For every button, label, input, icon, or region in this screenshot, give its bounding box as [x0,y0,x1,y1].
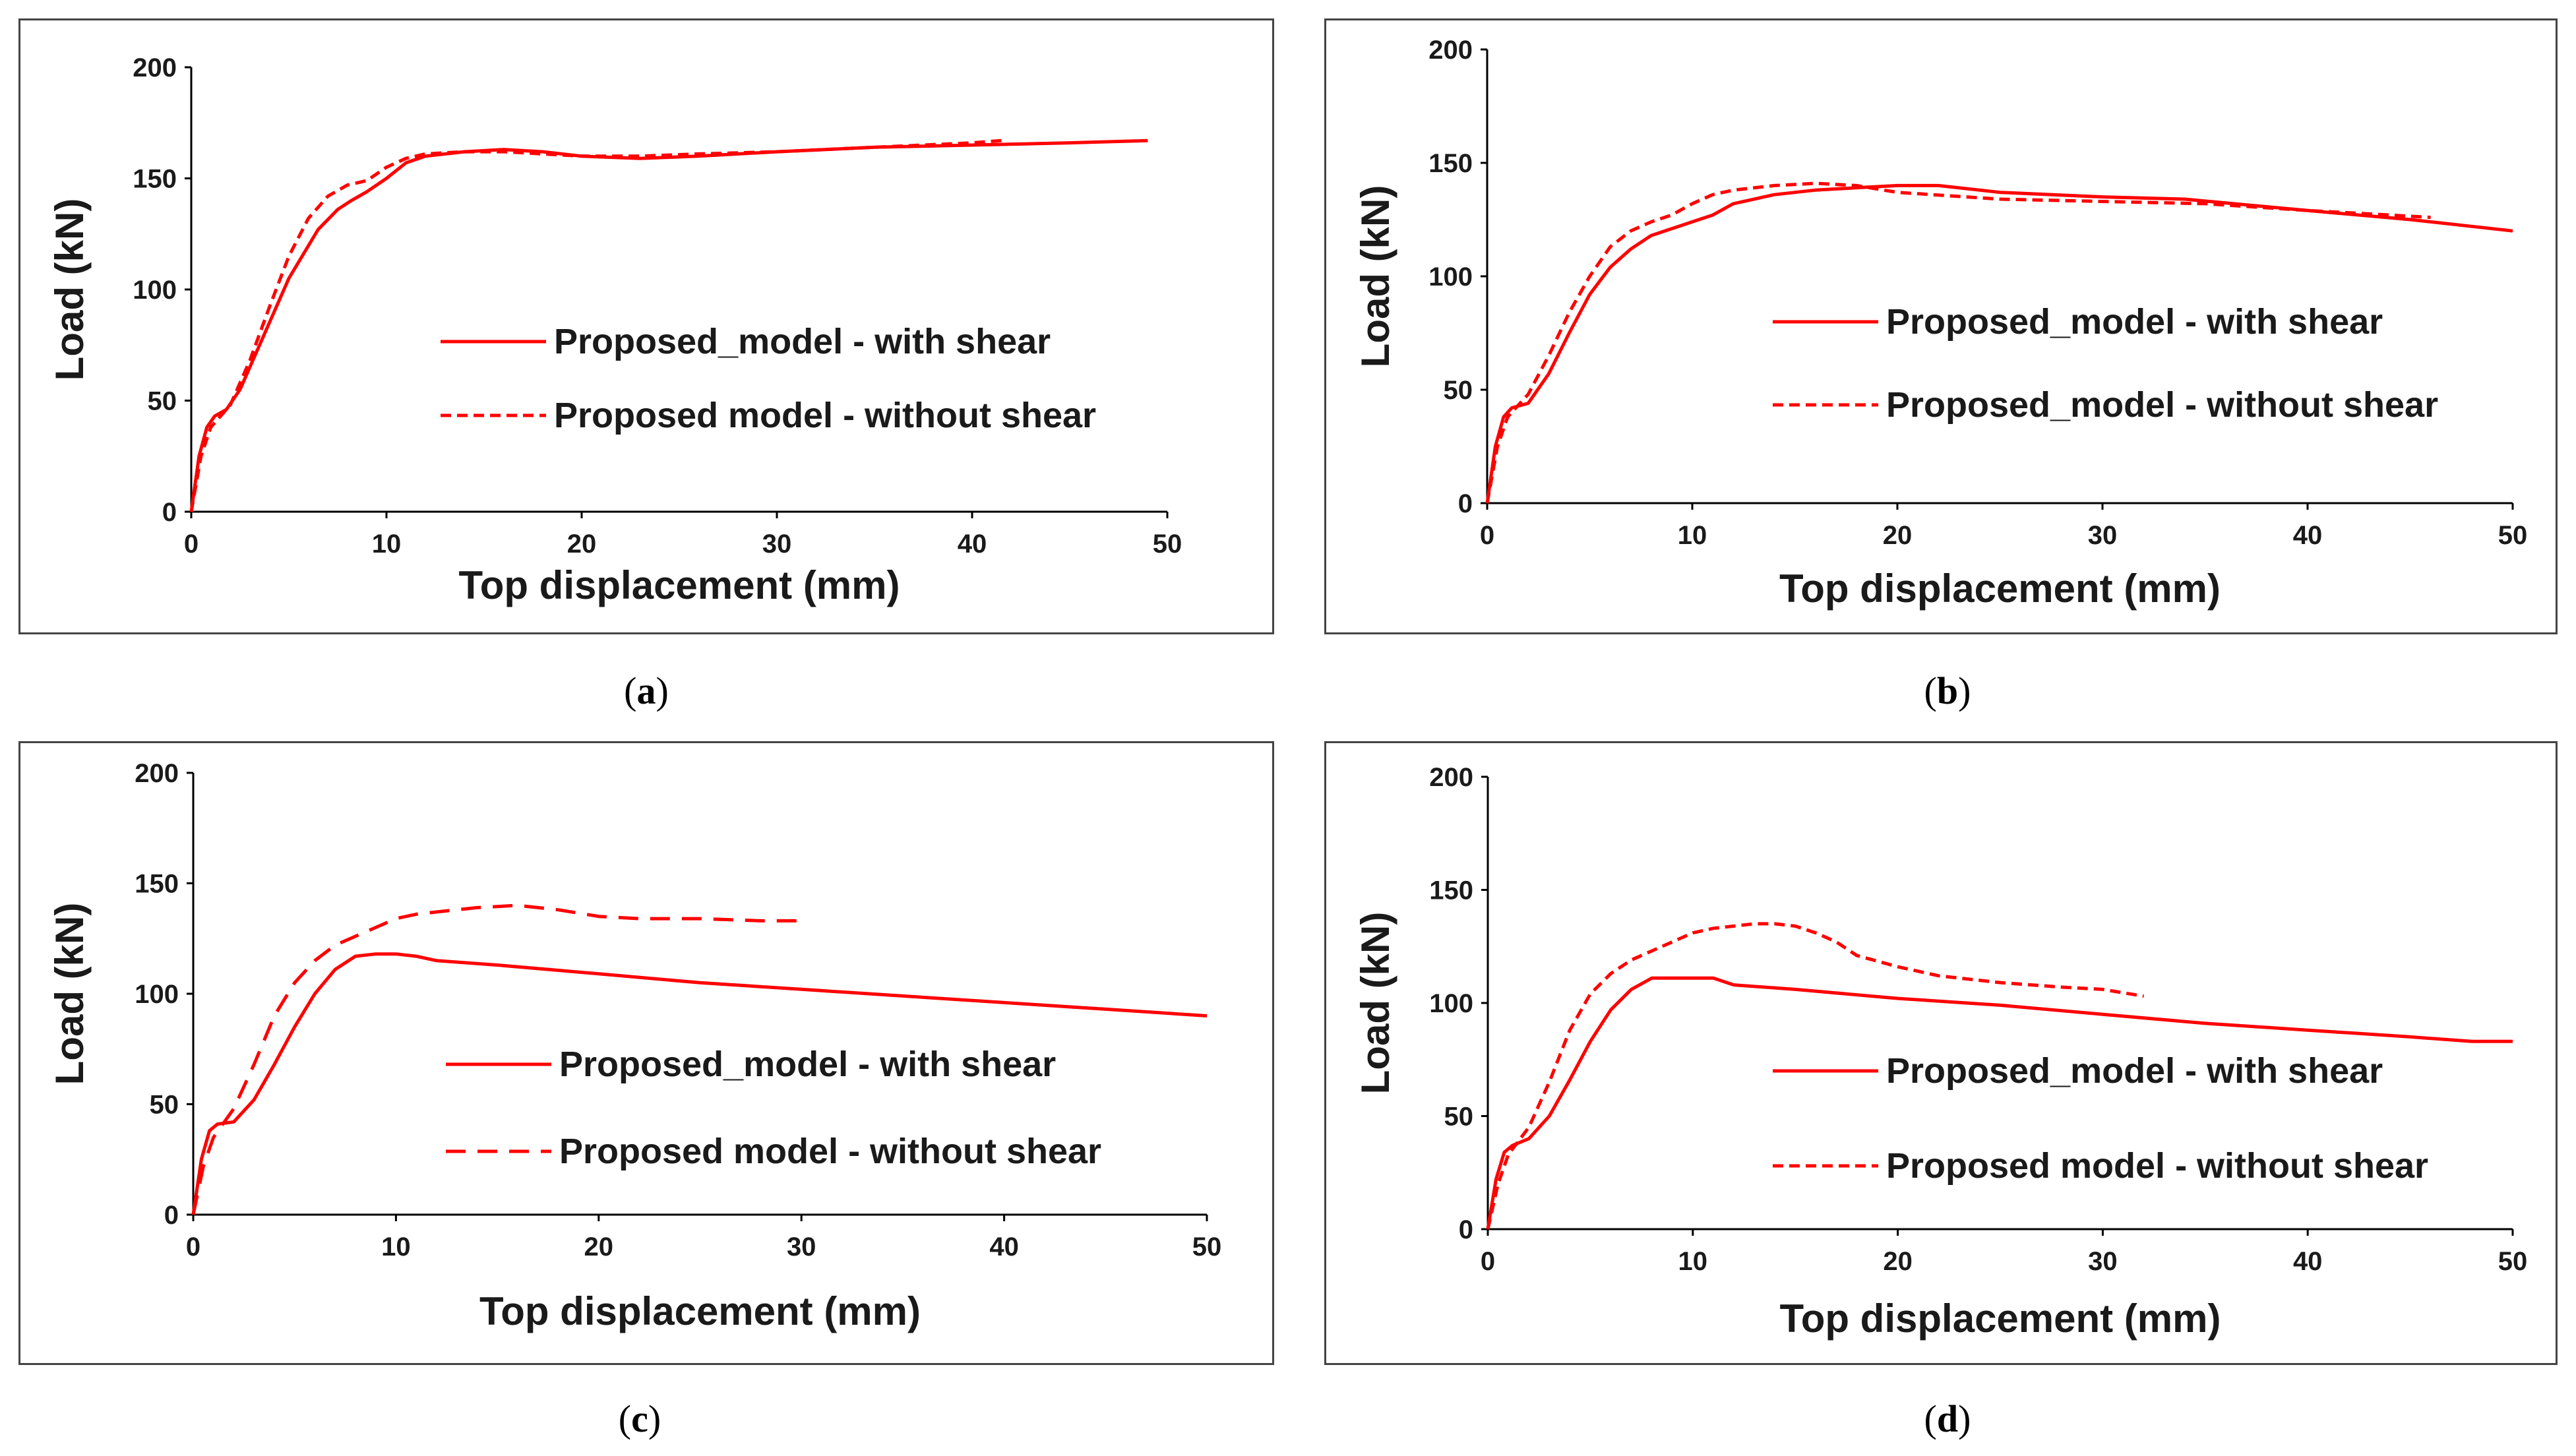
x-tick-label: 10 [1678,521,1707,550]
y-tick-label: 0 [1459,1215,1473,1244]
y-tick-label: 200 [1429,763,1473,792]
chart-d: 0 50 100 150 200 0 10 20 30 40 50 Load (kN) Top disp… [1353,763,2528,1341]
caption-b: (b) [1924,669,1971,712]
chart-a: 0 50 100 150 200 0 10 20 30 40 50 Load (kN) Top disp… [47,53,1182,607]
x-axis-title: Top displacement (mm) [1780,1296,2221,1341]
y-tick-label: 150 [135,870,179,899]
caption-a: (a) [624,669,669,712]
x-tick-label: 40 [2293,521,2323,550]
x-tick-label: 30 [787,1232,816,1261]
y-tick-label: 0 [162,498,177,527]
caption-d: (d) [1924,1397,1971,1440]
caption-c: (c) [618,1397,661,1440]
y-tick-label: 150 [1428,149,1473,178]
y-tick-label: 50 [1444,1103,1474,1132]
y-tick-label: 50 [150,1091,179,1120]
x-tick-label: 40 [2293,1247,2323,1276]
x-tick-label: 40 [989,1232,1019,1261]
y-tick-label: 100 [1429,989,1473,1018]
x-tick-label: 20 [1883,521,1913,550]
y-axis-title: Load (kN) [47,198,92,381]
series-line-with-shear [1485,183,2513,504]
x-tick-label: 50 [1192,1232,1222,1261]
x-tick-label: 40 [958,530,987,559]
x-tick-label: 10 [1678,1247,1708,1276]
legend-label: Proposed_model - without shear [1886,385,2438,425]
y-tick-label: 100 [135,980,179,1009]
x-tick-label: 20 [584,1232,614,1261]
x-axis-title: Top displacement (mm) [1779,566,2221,611]
legend-label: Proposed model - without shear [1886,1146,2428,1186]
x-tick-label: 0 [186,1232,200,1261]
y-axis-title: Load (kN) [1353,185,1397,368]
legend-label: Proposed_model - with shear [1886,1051,2383,1091]
chart-c: 0 50 100 150 200 0 10 20 30 40 50 Load (kN) Top disp… [47,759,1222,1333]
x-axis-title: Top displacement (mm) [459,563,900,607]
legend-label: Proposed model - without shear [559,1132,1101,1171]
y-tick-label: 200 [133,53,177,82]
x-tick-label: 30 [762,530,792,559]
x-tick-label: 20 [567,530,597,559]
panel-b-frame [1324,18,2558,634]
series-line-with-shear [191,952,1208,1215]
y-axis-title: Load (kN) [1353,912,1397,1095]
series-line-without-shear [1485,181,2431,504]
x-tick-label: 10 [372,530,402,559]
panel-a-frame [18,18,1274,634]
x-tick-label: 50 [1153,530,1182,559]
x-tick-label: 0 [1480,521,1494,550]
y-tick-label: 150 [1429,876,1473,905]
chart-b: 0 50 100 150 200 0 10 20 30 40 50 Load (kN) Top disp… [1353,36,2528,611]
x-tick-label: 50 [2498,521,2528,550]
series-line-without-shear [189,138,1002,512]
series-line-without-shear [1486,922,2145,1230]
y-tick-label: 200 [135,759,179,788]
y-tick-label: 0 [1458,489,1473,518]
y-tick-label: 200 [1428,36,1473,65]
y-tick-label: 100 [1428,262,1473,291]
x-tick-label: 50 [2498,1247,2528,1276]
panel-d-frame [1324,741,2558,1365]
x-tick-label: 30 [2088,1247,2118,1276]
legend-label: Proposed_model - with shear [554,322,1051,361]
x-tick-label: 0 [1481,1247,1495,1276]
y-tick-label: 100 [133,276,177,305]
y-tick-label: 50 [1444,376,1473,405]
y-tick-label: 50 [148,387,177,416]
x-tick-label: 30 [2088,521,2118,550]
y-axis-title: Load (kN) [47,903,92,1085]
series-line-without-shear [191,903,802,1215]
x-axis-title: Top displacement (mm) [479,1289,921,1333]
panel-c-frame [18,741,1274,1365]
x-tick-label: 0 [184,530,199,559]
legend-label: Proposed_model - with shear [559,1045,1056,1084]
y-tick-label: 150 [133,165,177,194]
legend-label: Proposed_model - with shear [1886,302,2383,342]
series-line-with-shear [1486,976,2513,1230]
x-tick-label: 10 [381,1232,411,1261]
y-tick-label: 0 [164,1201,179,1230]
legend-label: Proposed model - without shear [554,396,1096,435]
x-tick-label: 20 [1883,1247,1913,1276]
